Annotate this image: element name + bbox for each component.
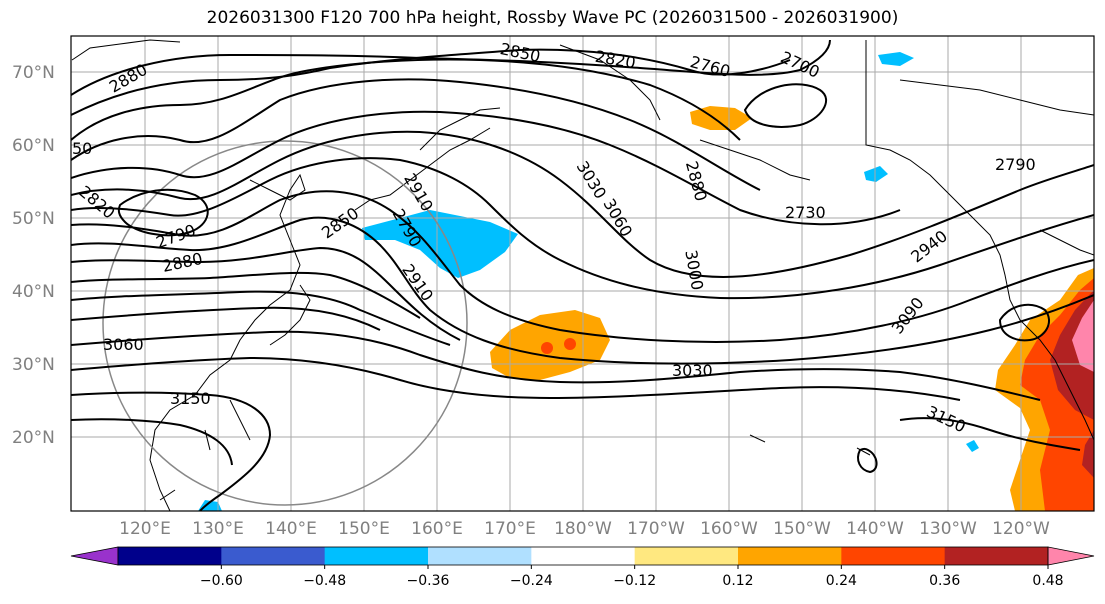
colorbar-segment xyxy=(324,547,429,565)
colorbar-border xyxy=(117,546,1049,566)
colorbar-segment xyxy=(738,547,842,565)
colorbar-extend-low xyxy=(70,546,119,566)
map-title: 2026031300 F120 700 hPa height, Rossby W… xyxy=(206,8,899,28)
colorbar-segment xyxy=(428,547,532,565)
lon-label: 120°E xyxy=(119,519,171,539)
colorbar-tick-label: −0.24 xyxy=(510,573,553,589)
colorbar-segment xyxy=(118,547,222,565)
lon-label: 170°W xyxy=(627,519,685,539)
lon-label: 120°W xyxy=(992,519,1050,539)
contour-label: 50 xyxy=(72,139,92,158)
latitude-labels: 70°N 60°N 50°N 40°N 30°N 20°N xyxy=(12,63,55,448)
positive-anomaly-region xyxy=(1072,300,1094,372)
longitude-labels: 120°E 130°E 140°E 150°E 160°E 170°E 180°… xyxy=(119,519,1050,539)
graticule xyxy=(71,36,1094,511)
colorbar: −0.60 −0.48 −0.36 −0.24 −0.12 0.12 0.24 0.36 0.4… xyxy=(70,546,1095,589)
colorbar-tick-label: 0.24 xyxy=(826,573,857,589)
positive-anomaly-region xyxy=(1082,430,1094,478)
negative-anomaly-region xyxy=(878,52,914,66)
lon-label: 130°E xyxy=(192,519,244,539)
colorbar-tick-label: −0.12 xyxy=(613,573,656,589)
colorbar-tick-label: −0.48 xyxy=(303,573,346,589)
positive-anomaly-core xyxy=(564,338,576,350)
lon-label: 180°W xyxy=(554,519,612,539)
colorbar-segment xyxy=(841,547,946,565)
colorbar-segment xyxy=(531,547,636,565)
lon-label: 170°E xyxy=(484,519,536,539)
lon-label: 150°W xyxy=(773,519,831,539)
range-circle xyxy=(102,140,468,506)
contour-label: 2730 xyxy=(785,203,826,222)
colorbar-segment xyxy=(634,547,739,565)
lat-label: 70°N xyxy=(12,63,55,83)
colorbar-extend-high xyxy=(1047,546,1095,566)
map-border xyxy=(70,35,1095,512)
lon-label: 160°E xyxy=(411,519,463,539)
lon-label: 150°E xyxy=(338,519,390,539)
lon-label: 160°W xyxy=(700,519,758,539)
lat-label: 20°N xyxy=(12,428,55,448)
contour-label: 3060 xyxy=(103,335,144,354)
anomaly-fills xyxy=(198,52,1094,511)
positive-anomaly-core xyxy=(541,342,553,354)
lat-label: 50°N xyxy=(12,209,55,229)
colorbar-tick-label: 0.12 xyxy=(722,573,753,589)
height-contours xyxy=(71,39,1094,511)
colorbar-tick-label: 0.48 xyxy=(1032,573,1063,589)
colorbar-tick-label: 0.36 xyxy=(929,573,960,589)
lat-label: 30°N xyxy=(12,355,55,375)
colorbar-tick-label: −0.60 xyxy=(200,573,243,589)
negative-anomaly-region xyxy=(362,210,518,278)
contour-label: 2790 xyxy=(995,155,1036,174)
lon-label: 140°W xyxy=(846,519,904,539)
contour-label: 3150 xyxy=(170,389,211,408)
colorbar-segment xyxy=(944,547,1049,565)
lat-label: 60°N xyxy=(12,136,55,156)
negative-anomaly-region xyxy=(864,166,888,182)
negative-anomaly-region xyxy=(966,440,979,452)
contour-label: 3030 xyxy=(672,361,713,380)
lon-label: 140°E xyxy=(265,519,317,539)
colorbar-tick-label: −0.36 xyxy=(407,573,450,589)
lon-label: 130°W xyxy=(919,519,977,539)
lat-label: 40°N xyxy=(12,282,55,302)
colorbar-segment xyxy=(221,547,326,565)
